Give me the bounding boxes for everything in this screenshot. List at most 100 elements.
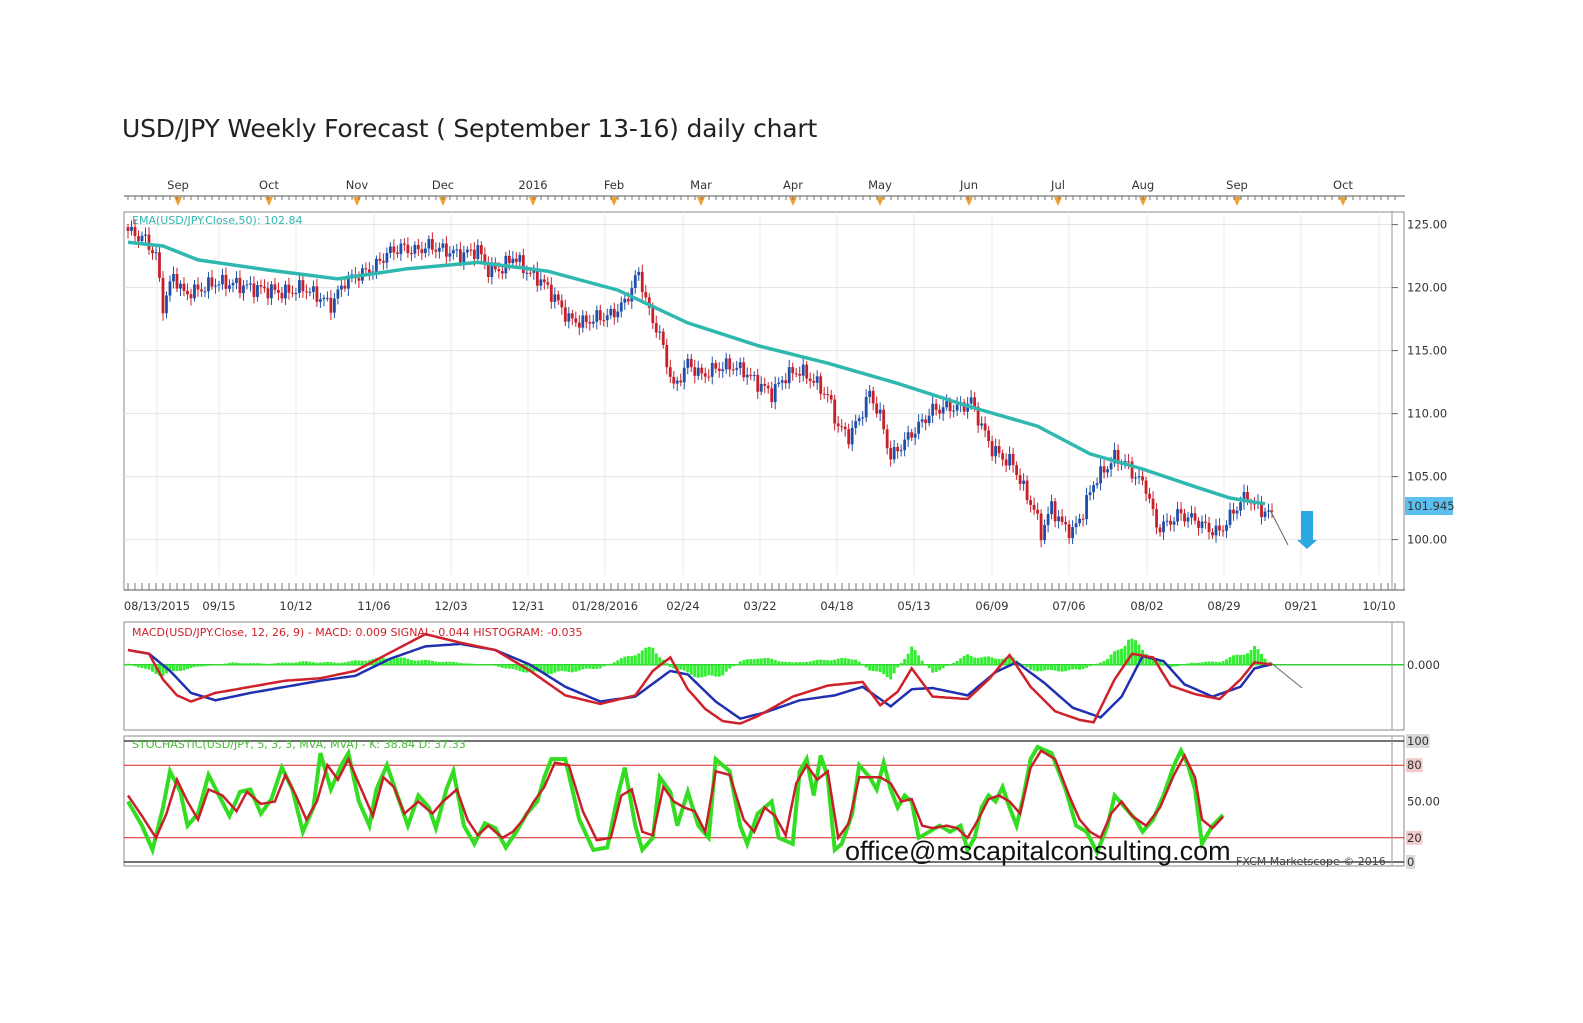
x-tick-label: 11/06 (357, 599, 390, 613)
candle-body (773, 384, 777, 403)
histogram-bar (577, 664, 581, 671)
candle-body (1232, 509, 1235, 514)
candle-body (1193, 513, 1197, 521)
month-marker (876, 197, 884, 206)
month-marker (1054, 197, 1062, 206)
histogram-bar (406, 658, 410, 665)
candle-body (682, 367, 686, 383)
candle-body (570, 313, 574, 319)
x-tick-label: 08/29 (1207, 599, 1240, 613)
histogram-bar (833, 659, 837, 665)
histogram-bar (231, 662, 235, 665)
histogram-bar (570, 664, 574, 673)
histogram-bar (542, 664, 546, 674)
candle-body (742, 362, 746, 378)
candle-body (1246, 491, 1249, 502)
month-label: Nov (346, 178, 369, 192)
histogram-bar (276, 662, 280, 665)
candle-body (1221, 530, 1225, 532)
candle-body (388, 246, 392, 254)
candle-body (672, 376, 676, 384)
histogram-bar (539, 664, 543, 673)
candle-body (1036, 509, 1040, 514)
candle-body (1039, 513, 1043, 541)
candle-body (826, 394, 830, 396)
candle-body (535, 268, 539, 286)
candle-body (441, 243, 445, 248)
candle-body (990, 441, 994, 457)
histogram-bar (273, 663, 277, 665)
candle-body (812, 380, 816, 383)
histogram-bar (336, 662, 340, 665)
histogram-bar (150, 664, 154, 672)
histogram-bar (770, 658, 774, 665)
candle-body (507, 255, 511, 264)
histogram-bar (896, 664, 900, 668)
candle-body (420, 249, 424, 254)
candle-body (780, 380, 784, 383)
histogram-bar (1123, 645, 1127, 665)
x-tick-label: 08/13/2015 (124, 599, 190, 613)
histogram-bar (1032, 664, 1036, 671)
histogram-bar (266, 663, 270, 665)
histogram-bar (1151, 656, 1155, 665)
candle-body (948, 401, 952, 412)
histogram-bar (143, 664, 147, 669)
stoch-label: STOCHASTIC(USD/JPY, 5, 3, 3, MVA, MVA) -… (132, 738, 466, 751)
histogram-bar (920, 660, 924, 665)
histogram-bar (1085, 664, 1089, 668)
histogram-bar (707, 664, 711, 676)
candle-body (980, 423, 984, 426)
histogram-bar (924, 664, 928, 666)
x-tick-label: 10/10 (1362, 599, 1395, 613)
histogram-bar (1221, 661, 1225, 665)
histogram-bar (546, 664, 550, 675)
histogram-bar (259, 663, 263, 665)
candle-body (137, 236, 140, 242)
ema-label: EMA(USD/JPY.Close,50): 102.84 (132, 214, 303, 227)
histogram-bar (1092, 664, 1096, 666)
candle-body (1179, 509, 1183, 514)
histogram-bar (714, 664, 718, 677)
candle-body (217, 284, 221, 286)
histogram-bar (269, 663, 273, 665)
histogram-bar (973, 657, 977, 665)
candle-body (906, 432, 910, 440)
histogram-bar (297, 661, 301, 665)
month-label: 2016 (518, 178, 547, 192)
histogram-bar (980, 657, 984, 665)
histogram-bar (504, 664, 508, 669)
candle-body (1057, 516, 1060, 522)
candle-body (969, 397, 973, 404)
candle-body (172, 273, 175, 282)
candle-body (242, 285, 245, 294)
histogram-bar (962, 655, 966, 665)
month-marker (353, 197, 361, 206)
candle-body (1067, 524, 1071, 539)
histogram-bar (549, 664, 553, 674)
histogram-bar (1186, 663, 1190, 665)
histogram-bar (399, 657, 403, 665)
candle-body (179, 283, 182, 289)
histogram-bar (623, 656, 627, 665)
candle-body (458, 249, 462, 263)
histogram-bar (882, 664, 886, 675)
macd-forecast-line (1269, 661, 1303, 689)
histogram-bar (826, 660, 830, 665)
candle-body (1204, 521, 1207, 523)
candle-body (644, 292, 648, 298)
histogram-bar (217, 664, 221, 666)
month-label: Apr (783, 178, 803, 192)
histogram-bar (731, 664, 735, 667)
candle-body (542, 279, 546, 283)
histogram-bar (469, 663, 473, 665)
histogram-bar (1116, 649, 1120, 665)
histogram-bar (1067, 664, 1071, 671)
candle-body (514, 258, 518, 262)
histogram-bar (136, 664, 140, 668)
candle-body (836, 423, 840, 427)
candle-body (633, 275, 637, 289)
histogram-bar (724, 664, 728, 672)
candle-body (193, 284, 196, 299)
histogram-bar (378, 657, 382, 665)
